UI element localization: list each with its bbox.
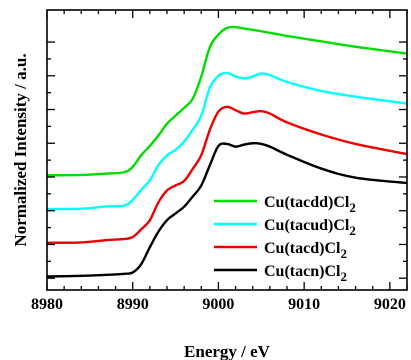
y-axis-label: Normalized Intensity / a.u. [11,53,30,246]
legend: Cu(tacdd)Cl2Cu(tacud)Cl2Cu(tacd)Cl2Cu(ta… [214,194,356,284]
series-layer [46,25,408,278]
x-tick-label: 8980 [31,296,63,313]
x-tick-label: 9020 [374,296,406,313]
x-axis-label: Energy / eV [184,342,271,360]
legend-label: Cu(tacdd)Cl2 [264,194,356,215]
x-tick-label: 9010 [288,296,320,313]
x-tick-label: 9000 [202,296,234,313]
series-line-2 [46,105,408,244]
tick-layer [46,10,408,290]
x-tick-label: 8990 [117,296,149,313]
series-line-1 [46,71,408,211]
series-line-0 [46,25,408,177]
series-line-3 [46,142,408,278]
legend-label: Cu(tacd)Cl2 [264,240,347,261]
legend-label: Cu(tacn)Cl2 [264,263,347,284]
x-tick-labels: 8980 8990 9000 9010 9020 [31,296,406,313]
legend-label: Cu(tacud)Cl2 [264,217,356,238]
plot-frame [46,9,408,291]
